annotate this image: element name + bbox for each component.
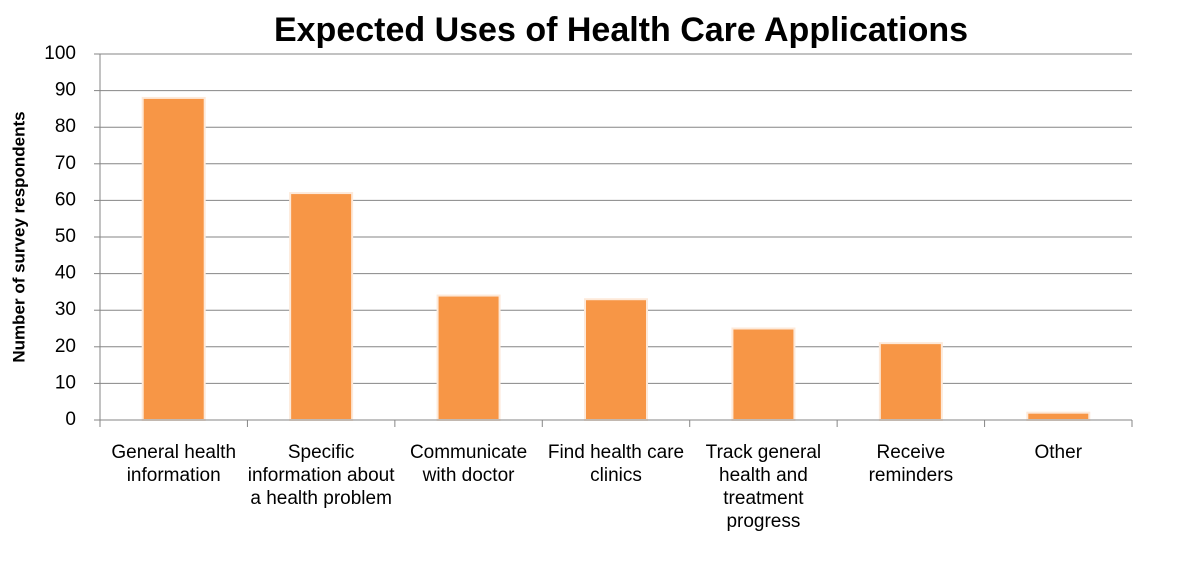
bar [289,192,354,421]
bar [584,298,648,421]
x-tick-label: Other [1034,442,1083,463]
y-axis-title: Number of survey respondents [9,111,28,362]
y-tick-label: 100 [44,43,76,64]
x-tick-label: Communicate with doctor [409,442,528,486]
y-tick-label: 80 [55,116,76,137]
chart-title: Expected Uses of Health Care Application… [274,11,968,49]
bar [731,327,796,421]
y-tick-label: 60 [55,189,76,210]
bar [1026,411,1091,421]
y-tick-label: 0 [65,409,76,430]
x-tick-label: Track general health and treatment progr… [705,442,822,532]
bar [878,342,943,422]
y-tick-label: 20 [55,336,76,357]
y-tick-label: 90 [55,80,76,101]
y-tick-label: 30 [55,299,76,320]
x-tick-label: General health information [111,442,237,486]
x-tick-label: Find health care clinics [547,442,685,486]
bar [436,294,501,421]
y-tick-label: 70 [55,153,76,174]
x-tick-label: Specific information about a health prob… [247,442,395,509]
x-tick-label: Receive reminders [868,442,954,486]
y-tick-label: 40 [55,263,76,284]
bar [141,96,206,421]
y-tick-label: 10 [55,372,76,393]
y-tick-label: 50 [55,226,76,247]
